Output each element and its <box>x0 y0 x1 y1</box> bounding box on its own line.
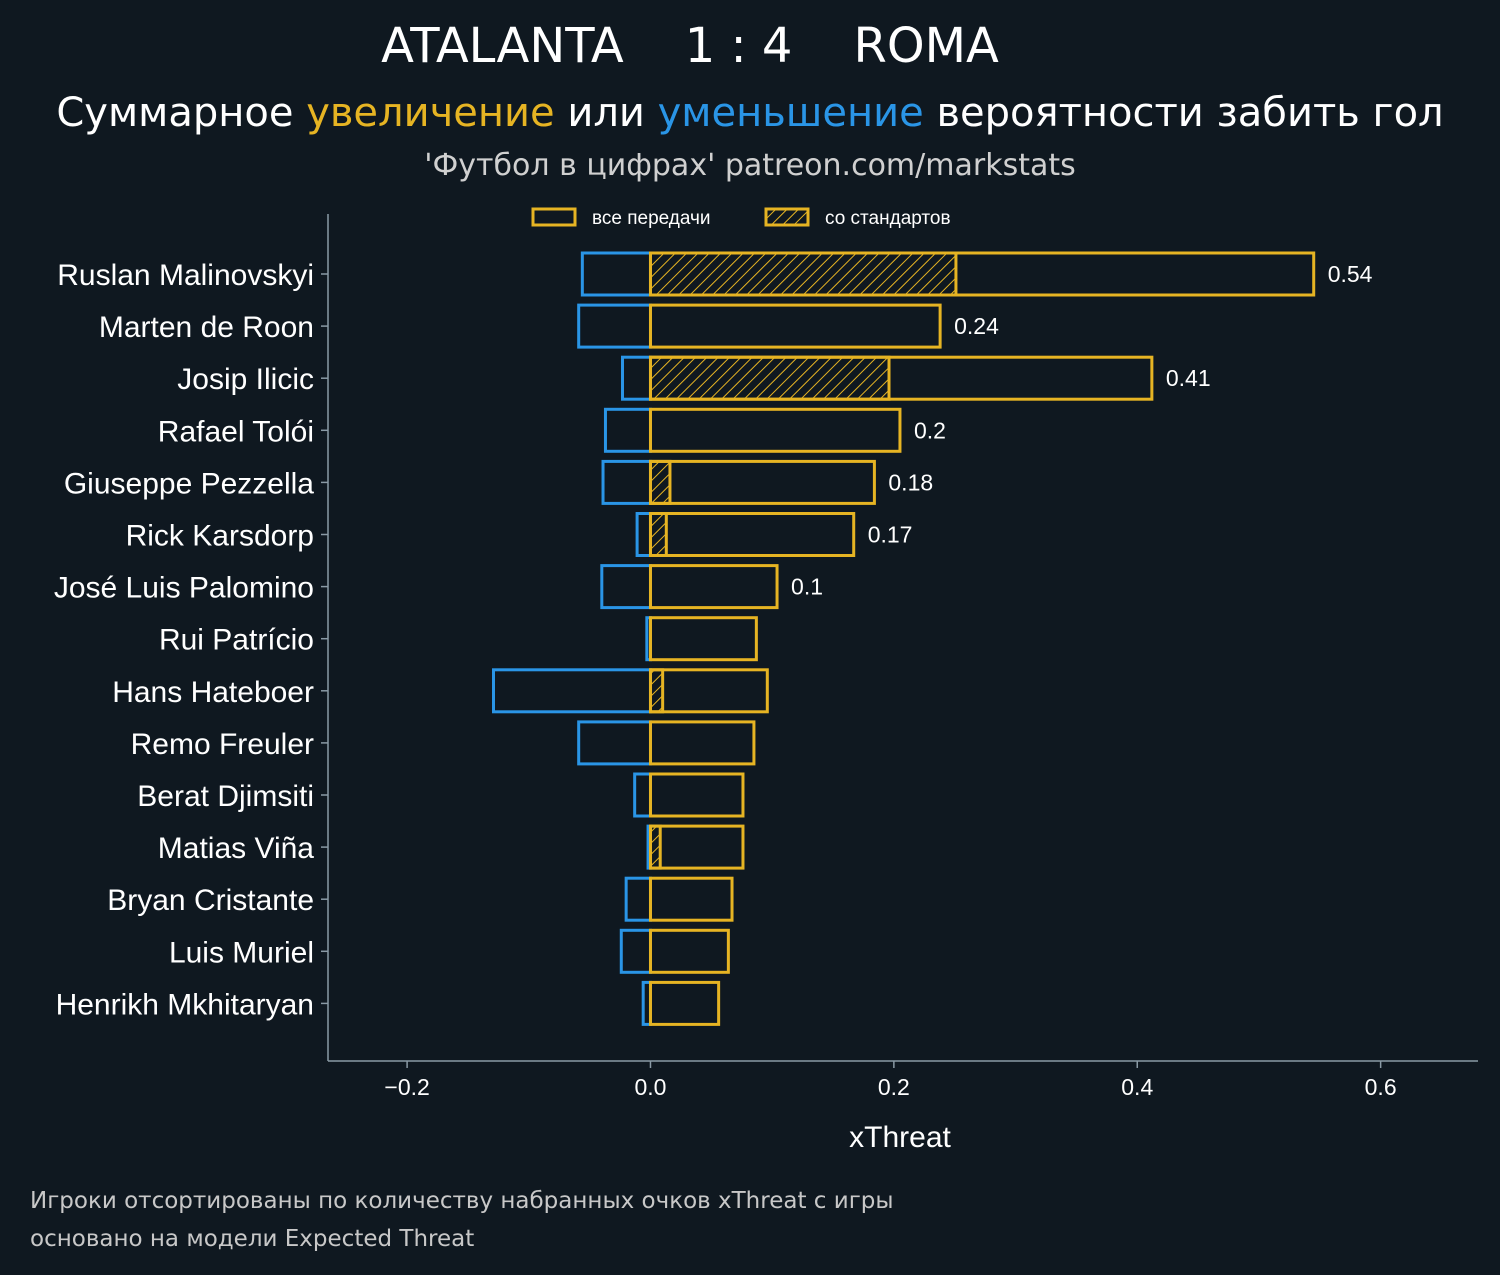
y-tick-label: Bryan Cristante <box>107 884 314 917</box>
y-tick-label: Matias Viña <box>158 832 315 865</box>
bar-positive <box>648 720 756 766</box>
y-tick-label: Berat Djimsiti <box>137 780 314 813</box>
bar-negative <box>601 459 652 505</box>
bar-negative <box>577 303 652 349</box>
bar-positive <box>648 876 734 922</box>
footnote-line1: Игроки отсортированы по количеству набра… <box>30 1188 894 1214</box>
bar-value-label: 0.1 <box>791 574 823 600</box>
y-tick-label: Rick Karsdorp <box>126 520 314 553</box>
bar-negative <box>603 407 652 453</box>
subtitle-decrease: уменьшение <box>657 90 924 136</box>
bar-value-label: 0.54 <box>1328 261 1373 287</box>
bar-negative <box>580 251 652 297</box>
y-tick-label: Remo Freuler <box>131 728 314 761</box>
legend: все передачи со стандартов <box>531 207 951 229</box>
y-tick-label: Henrikh Mkhitaryan <box>56 988 314 1021</box>
bar-set-pieces <box>648 668 665 714</box>
bar-set-pieces <box>648 355 891 401</box>
bar-positive <box>648 980 721 1026</box>
bar-positive <box>648 303 942 349</box>
y-tick-label: Marten de Roon <box>99 311 314 344</box>
subtitle-part2: или <box>554 90 658 136</box>
bars-layer: 0.54 0.24 0.41 0.2 0.18 0.17 0.1 <box>492 251 1373 1026</box>
bar-negative <box>633 772 652 818</box>
x-tick-label: 0.0 <box>634 1074 666 1100</box>
y-tick-label: José Luis Palomino <box>54 572 314 605</box>
legend-label-set-pieces: со стандартов <box>825 208 951 229</box>
bar-value-label: 0.41 <box>1166 365 1211 391</box>
bar-positive <box>648 772 745 818</box>
bar-set-pieces <box>648 459 672 505</box>
y-tick-label: Giuseppe Pezzella <box>64 467 314 500</box>
subtitle-part3: вероятности забить гол <box>923 90 1444 136</box>
x-axis-label: xThreat <box>849 1121 951 1154</box>
legend-swatch-set-pieces <box>764 207 810 227</box>
subtitle-increase: увеличение <box>306 90 555 136</box>
legend-swatch-all-passes <box>531 207 577 227</box>
bar-negative <box>620 355 652 401</box>
bar-negative <box>624 876 652 922</box>
y-tick-label: Hans Hateboer <box>112 676 314 709</box>
y-tick-label: Josip Ilicic <box>177 363 314 396</box>
bar-positive <box>648 928 730 974</box>
y-tick-label: Ruslan Malinovskyi <box>57 259 314 292</box>
bar-positive <box>648 512 856 557</box>
y-tick-label: Rui Patrício <box>159 624 314 657</box>
bar-value-label: 0.18 <box>888 469 933 495</box>
bar-set-pieces <box>648 251 958 297</box>
chart-title: ATALANTA 1 : 4 ROMA <box>381 18 999 74</box>
x-tick-label: 0.2 <box>878 1074 910 1100</box>
bar-positive <box>648 407 902 453</box>
chart-source: 'Футбол в цифрах' patreon.com/markstats <box>424 148 1076 183</box>
bar-positive <box>648 616 758 662</box>
y-tick-label: Luis Muriel <box>169 936 314 969</box>
bar-positive <box>648 459 876 505</box>
bar-positive <box>648 355 1154 401</box>
bar-negative <box>577 720 652 766</box>
legend-label-all-passes: все передачи <box>592 208 711 229</box>
bar-positive <box>648 824 745 870</box>
y-tick-label: Rafael Tolói <box>158 415 314 448</box>
x-tick-label: 0.4 <box>1121 1074 1153 1100</box>
x-tick-label: −0.2 <box>384 1074 429 1100</box>
bar-negative <box>635 512 652 557</box>
bar-set-pieces <box>648 512 668 557</box>
bar-positive <box>648 668 769 714</box>
bar-negative <box>492 668 652 714</box>
bar-positive <box>648 564 779 610</box>
x-tick-label: 0.6 <box>1365 1074 1397 1100</box>
bar-negative <box>619 928 652 974</box>
bar-value-label: 0.2 <box>914 417 946 443</box>
bar-negative <box>600 564 652 610</box>
footnote-line2: основано на модели Expected Threat <box>30 1226 475 1252</box>
subtitle-part1: Суммарное <box>56 90 307 136</box>
bar-value-label: 0.24 <box>954 313 999 339</box>
chart-subtitle: Суммарное увеличение или уменьшение веро… <box>0 90 1500 136</box>
bar-value-label: 0.17 <box>868 522 913 548</box>
bar-positive <box>648 251 1316 297</box>
axes-layer: Ruslan Malinovskyi Marten de Roon Josip Il… <box>54 214 1478 1100</box>
